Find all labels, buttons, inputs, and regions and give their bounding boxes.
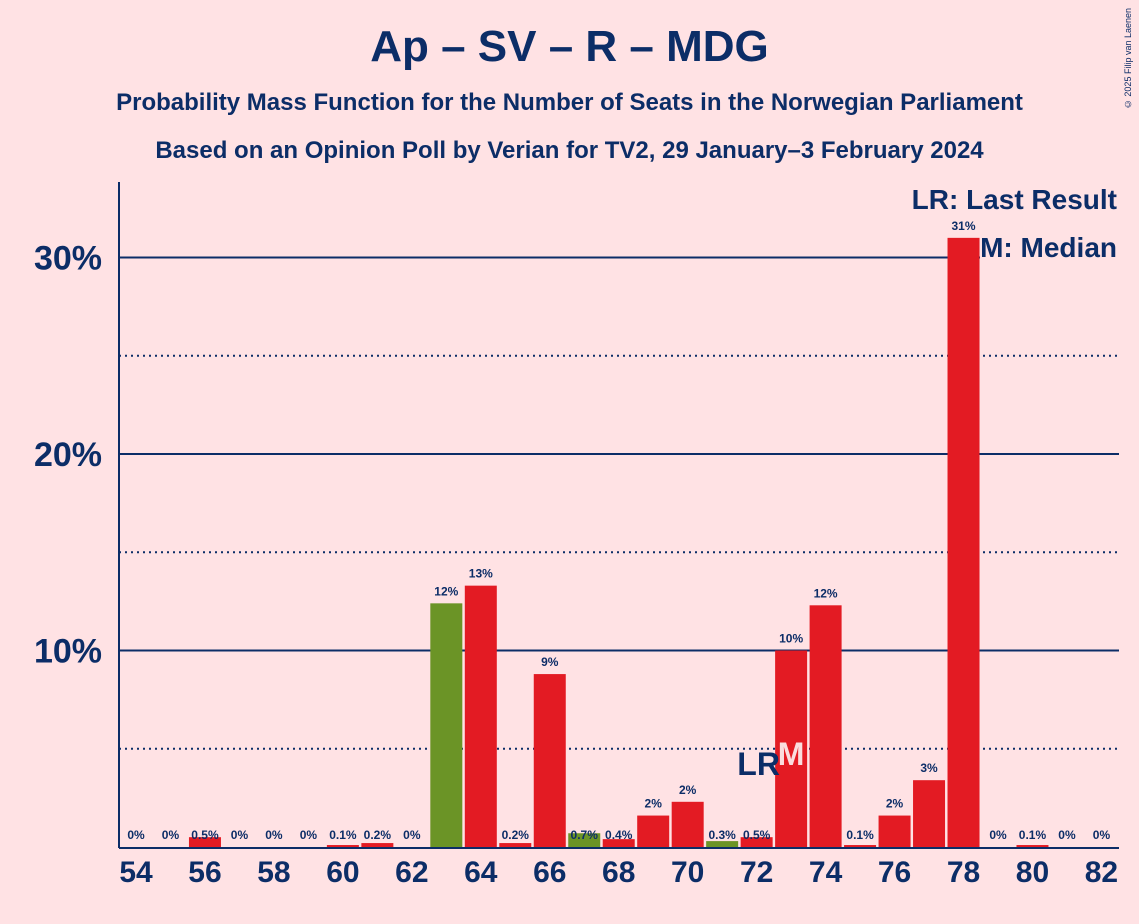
data-label-seat-66: 9% xyxy=(541,655,559,669)
data-label-seat-60: 0.1% xyxy=(329,828,357,842)
bar-seat-78 xyxy=(947,237,980,848)
bar-seat-64 xyxy=(464,585,497,847)
data-label-seat-75: 0.1% xyxy=(846,828,874,842)
data-label-seat-71: 0.3% xyxy=(708,828,736,842)
chart-subtitle-source: Based on an Opinion Poll by Verian for T… xyxy=(155,137,984,164)
x-tick-label: 62 xyxy=(395,856,428,889)
y-tick-label: 20% xyxy=(34,436,102,474)
data-label-seat-76: 2% xyxy=(886,797,904,811)
y-tick-label: 10% xyxy=(34,633,102,671)
x-tick-label: 78 xyxy=(947,856,980,889)
bar-seat-77 xyxy=(913,780,946,847)
data-label-seat-80: 0.1% xyxy=(1019,828,1047,842)
data-label-seat-77: 3% xyxy=(920,761,938,775)
x-tick-label: 56 xyxy=(188,856,221,889)
y-tick-label: 30% xyxy=(34,240,102,278)
bar-seat-67 xyxy=(568,833,601,847)
chart-subtitle: Probability Mass Function for the Number… xyxy=(116,89,1023,116)
x-tick-label: 66 xyxy=(533,856,566,889)
data-label-seat-65: 0.2% xyxy=(502,828,530,842)
legend: LR: Last Result M: Median xyxy=(912,184,1117,263)
bar-seat-74 xyxy=(809,605,842,847)
bar-seat-60 xyxy=(326,845,359,847)
legend-last-result: LR: Last Result xyxy=(912,184,1117,215)
bar-seat-71 xyxy=(706,841,739,847)
x-tick-label: 70 xyxy=(671,856,704,889)
data-label-seat-61: 0.2% xyxy=(364,828,392,842)
data-labels: 0% 0% 0.5% 0% 0% 0% 0.1% 0.2% 0% 12% 13% 0.2% 9% 0.7%… xyxy=(127,219,1110,842)
data-label-seat-79: 0% xyxy=(989,828,1007,842)
chart-title: Ap – SV – R – MDG xyxy=(370,22,769,71)
data-label-seat-57: 0% xyxy=(231,828,249,842)
data-label-seat-78: 31% xyxy=(952,219,976,233)
bar-seat-65 xyxy=(499,843,532,847)
x-tick-label: 58 xyxy=(257,856,290,889)
legend-median: M: Median xyxy=(980,232,1117,263)
data-label-seat-74: 12% xyxy=(814,586,838,600)
x-tick-label: 80 xyxy=(1016,856,1049,889)
gridline-gap xyxy=(980,232,1120,264)
bar-seat-66 xyxy=(533,674,566,847)
bar-seat-80 xyxy=(1016,845,1049,847)
bar-seat-73 xyxy=(775,650,808,847)
x-tick-label: 60 xyxy=(326,856,359,889)
bar-seat-63 xyxy=(430,603,463,847)
data-label-seat-54: 0% xyxy=(127,828,145,842)
bar-series xyxy=(188,237,1049,848)
x-tick-label: 54 xyxy=(119,856,153,889)
bar-seat-72 xyxy=(740,837,773,847)
x-tick-label: 64 xyxy=(464,856,498,889)
bar-seat-68 xyxy=(602,839,635,847)
data-label-seat-73: 10% xyxy=(779,632,803,646)
data-label-seat-63: 12% xyxy=(434,584,458,598)
bar-seat-61 xyxy=(361,843,394,847)
axes: 10% 20% 30% 54 56 58 60 62 64 66 68 70 72 74 76 78 80 82 xyxy=(34,182,1119,889)
data-label-seat-59: 0% xyxy=(300,828,318,842)
bar-seat-70 xyxy=(671,801,704,847)
data-label-seat-56: 0.5% xyxy=(191,828,219,842)
data-label-seat-70: 2% xyxy=(679,783,697,797)
x-tick-label: 74 xyxy=(809,856,843,889)
bar-seat-76 xyxy=(878,815,911,847)
bar-seat-75 xyxy=(844,845,877,847)
data-label-seat-72: 0.5% xyxy=(743,828,771,842)
data-label-seat-68: 0.4% xyxy=(605,828,633,842)
median-marker: M xyxy=(778,736,805,772)
x-tick-label: 82 xyxy=(1085,856,1118,889)
bar-seat-69 xyxy=(637,815,670,847)
x-tick-label: 72 xyxy=(740,856,773,889)
data-label-seat-67: 0.7% xyxy=(571,828,599,842)
x-tick-label: 68 xyxy=(602,856,635,889)
data-label-seat-82: 0% xyxy=(1093,828,1111,842)
x-tick-label: 76 xyxy=(878,856,911,889)
data-label-seat-81: 0% xyxy=(1058,828,1076,842)
data-label-seat-69: 2% xyxy=(645,797,663,811)
data-label-seat-58: 0% xyxy=(265,828,283,842)
data-label-seat-55: 0% xyxy=(162,828,180,842)
last-result-marker: LR xyxy=(737,746,780,782)
data-label-seat-62: 0% xyxy=(403,828,421,842)
bar-seat-56 xyxy=(188,837,221,847)
data-label-seat-64: 13% xyxy=(469,567,493,581)
